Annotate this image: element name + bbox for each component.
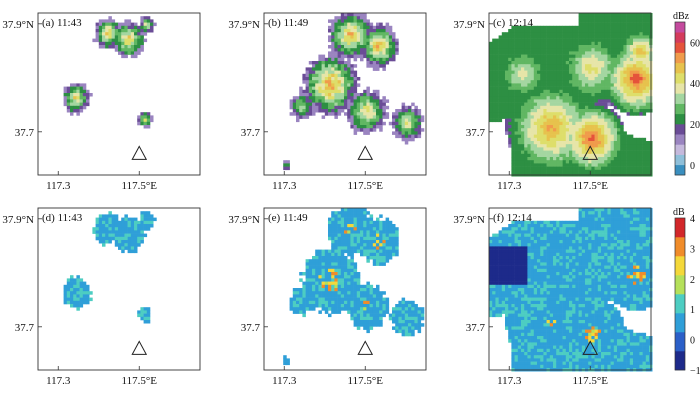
y-tick-label: 37.9°N [453, 19, 485, 31]
panel-c-frame [488, 12, 652, 176]
y-tick-label: 37.9°N [228, 19, 260, 31]
y-tick-label: 37.9°N [2, 214, 34, 226]
colorbar-segment [675, 164, 685, 176]
colorbar-segment [675, 113, 685, 125]
panel-b-label: (b) 11:49 [268, 17, 309, 29]
x-tick-label: 117.3 [497, 375, 522, 387]
y-tick-label: 37.7 [466, 127, 486, 139]
panel-f-frame [488, 207, 652, 371]
x-tick-label: 117.3 [272, 375, 297, 387]
colorbar-segment [675, 134, 685, 145]
colorbar-segment [675, 62, 685, 74]
colorbar-segment [675, 52, 685, 64]
colorbar-segment [675, 103, 685, 115]
colorbar-tick-label: 0 [690, 336, 695, 347]
panel-d-label: (d) 11:43 [42, 212, 83, 224]
x-tick-label: 117.5°E [122, 375, 158, 387]
colorbar-segment [675, 32, 685, 43]
y-tick-label: 37.9°N [228, 214, 260, 226]
panel-b-frame [263, 12, 427, 176]
colorbar-segment [675, 93, 685, 104]
x-tick-label: 117.3 [497, 180, 522, 192]
panel-a-frame [37, 12, 201, 176]
colorbar-tick-label: −1 [690, 366, 700, 377]
x-tick-label: 117.5°E [573, 375, 609, 387]
colorbar-segment [675, 22, 685, 33]
colorbar-tick-label: 20 [690, 120, 700, 131]
y-tick-label: 37.7 [466, 322, 486, 334]
panel-c-label: (c) 12:14 [493, 17, 534, 29]
site-triangle-marker [582, 340, 599, 355]
colorbar-segment [675, 313, 685, 333]
x-tick-label: 117.5°E [348, 375, 384, 387]
site-triangle-marker [131, 145, 148, 160]
site-triangle-marker [582, 145, 599, 160]
colorbar-segment [675, 275, 685, 295]
colorbar-segment [675, 124, 685, 135]
x-tick-label: 117.3 [46, 375, 71, 387]
panel-a-field [63, 16, 157, 129]
colorbar-tick-label: 60 [690, 38, 700, 49]
panel-d-frame [37, 207, 201, 371]
x-tick-label: 117.5°E [348, 180, 384, 192]
x-tick-label: 117.5°E [122, 180, 158, 192]
colorbar-segment [675, 294, 685, 314]
x-tick-label: 117.5°E [573, 180, 609, 192]
colorbar-segment [675, 218, 685, 238]
panel-f-label: (f) 12:14 [493, 212, 532, 224]
colorbar-reflectivity: dBz [673, 11, 690, 176]
colorbar-frame [674, 21, 686, 176]
site-triangle-marker [131, 340, 148, 355]
colorbar-unit: dBz [673, 11, 690, 22]
colorbar-segment [675, 332, 685, 352]
colorbar-tick-label: 1 [690, 305, 695, 316]
panel-e-label: (e) 11:49 [268, 212, 308, 224]
colorbar-zdr: dB [673, 207, 686, 371]
y-tick-label: 37.9°N [2, 19, 34, 31]
panel-f-field [489, 208, 653, 372]
colorbar-segment [675, 42, 685, 53]
colorbar-unit: dB [673, 207, 685, 218]
colorbar-segment [675, 144, 685, 155]
panel-a-label: (a) 11:43 [42, 17, 82, 29]
y-tick-label: 37.7 [241, 322, 261, 334]
colorbar-tick-label: 4 [690, 214, 695, 225]
colorbar-segment [675, 351, 685, 371]
panel-e-frame [263, 207, 427, 371]
y-tick-label: 37.7 [15, 127, 35, 139]
x-tick-label: 117.3 [46, 180, 71, 192]
colorbar-tick-label: 3 [690, 244, 695, 255]
panel-e-field [283, 208, 425, 366]
panel-b-field [283, 13, 425, 171]
panel-d-field [63, 211, 157, 324]
y-tick-label: 37.9°N [453, 214, 485, 226]
colorbar-tick-label: 0 [690, 161, 695, 172]
colorbar-tick-label: 2 [690, 275, 695, 286]
site-triangle-marker [357, 340, 374, 355]
x-tick-label: 117.3 [272, 180, 297, 192]
site-triangle-marker [357, 145, 374, 160]
colorbar-segment [675, 237, 685, 257]
colorbar-tick-label: 40 [690, 79, 700, 90]
y-tick-label: 37.7 [15, 322, 35, 334]
colorbar-segment [675, 256, 685, 276]
panel-c-field [489, 13, 653, 177]
colorbar-segment [675, 83, 685, 94]
y-tick-label: 37.7 [241, 127, 261, 139]
colorbar-segment [675, 73, 685, 84]
colorbar-frame [674, 217, 686, 371]
colorbar-segment [675, 154, 685, 166]
